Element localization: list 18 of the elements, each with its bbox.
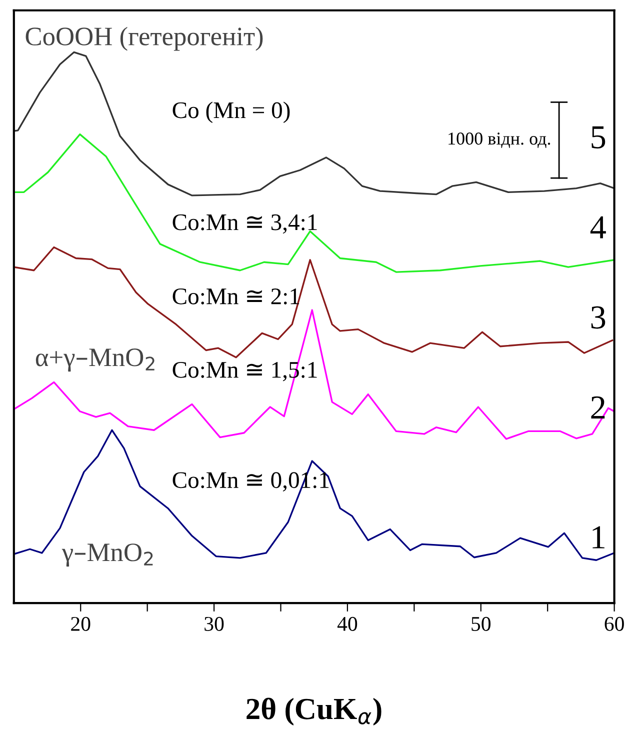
text: CoOOH (гетерогеніт) bbox=[26, 26, 263, 51]
x-tick-label: 60 bbox=[604, 616, 624, 631]
series-label: Co (Mn = 0) bbox=[172, 102, 290, 124]
annotation: 4 bbox=[590, 216, 606, 238]
series-label: Co:Mn ≅ 3,4:1 bbox=[172, 214, 317, 234]
annotation: 2 bbox=[591, 396, 605, 418]
annotation: 5 bbox=[592, 126, 606, 149]
x-tick-label: 40 bbox=[337, 616, 358, 631]
x-tick-label: 50 bbox=[472, 616, 491, 631]
annotation: α+γ–MnO$_{2}$ bbox=[36, 348, 154, 372]
annotation: 3 bbox=[591, 306, 606, 329]
x-axis-title: 2θ (CuK$_{α}$) bbox=[246, 698, 382, 726]
x-tick-label: 20 bbox=[71, 616, 90, 631]
x-tick-label: 30 bbox=[204, 616, 224, 631]
annotation: 1 bbox=[592, 526, 604, 548]
series-label: Co:Mn ≅ 2:1 bbox=[172, 288, 300, 304]
annotation: γ–MnO$_{2}$ bbox=[62, 544, 153, 567]
annotation: 1000 відн. од. bbox=[448, 132, 550, 148]
